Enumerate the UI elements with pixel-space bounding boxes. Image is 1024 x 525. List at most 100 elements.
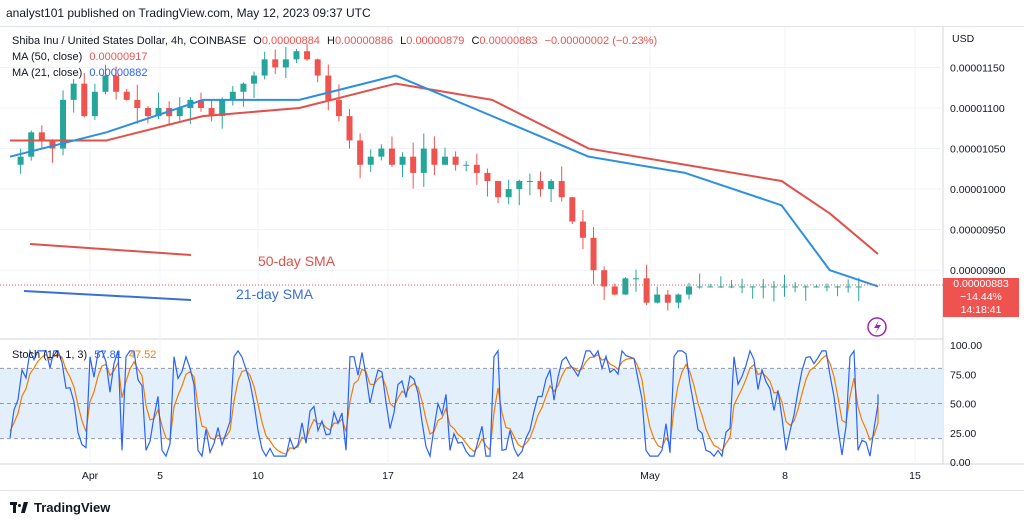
time-tick-label: 5 xyxy=(157,470,163,482)
price-tick-label: 0.00001000 xyxy=(950,184,1006,196)
stoch-band xyxy=(0,367,943,440)
currency-label: USD xyxy=(952,33,975,45)
candle-body xyxy=(28,132,35,157)
candle-body xyxy=(123,91,130,100)
ohlc-legend: Shiba Inu / United States Dollar, 4h, CO… xyxy=(12,35,661,47)
candle-body xyxy=(717,286,724,288)
stoch-k-value: 57.81 xyxy=(94,349,122,361)
footer-bar: TradingView xyxy=(0,491,1024,525)
time-tick-label: 10 xyxy=(252,470,264,482)
header-bar: analyst101 published on TradingView.com,… xyxy=(0,0,1024,27)
candle-body xyxy=(505,189,512,198)
candle-body xyxy=(484,172,491,181)
candle-body xyxy=(293,51,300,60)
candle-body xyxy=(272,59,279,68)
candle-body xyxy=(452,156,459,165)
ma50-label: MA (50, close) xyxy=(12,51,83,63)
candle-body xyxy=(516,181,523,190)
candle-body xyxy=(442,156,448,165)
candle-body xyxy=(823,286,830,288)
ma50-legend[interactable]: MA (50, close) 0.00000917 xyxy=(12,51,152,63)
candle-body xyxy=(643,278,650,303)
candle-body xyxy=(410,156,417,173)
stoch-k-line xyxy=(9,348,879,459)
candle-body xyxy=(473,164,480,173)
candle-body xyxy=(537,181,544,190)
candle-body xyxy=(728,286,735,288)
candle-body xyxy=(749,286,756,288)
candle-body xyxy=(208,108,215,117)
candle-body xyxy=(686,286,693,295)
ma21-value: 0.00000882 xyxy=(89,67,148,79)
ma21-line xyxy=(9,74,879,288)
ma21-legend[interactable]: MA (21, close) 0.00000882 xyxy=(12,67,152,79)
time-tick-label: 17 xyxy=(382,470,394,482)
chart-canvas[interactable]: 50-day SMA 21-day SMA 0.000011500.000011… xyxy=(0,27,1024,490)
candle-body xyxy=(282,59,289,68)
lightning-icon[interactable] xyxy=(867,317,887,337)
candle-body xyxy=(420,148,427,173)
candle-body xyxy=(219,99,226,117)
stoch-axis-labels: 100.00 75.00 50.00 25.00 0.00 xyxy=(950,340,982,469)
candle-body xyxy=(590,237,597,271)
stoch-d-value: 47.52 xyxy=(128,349,157,361)
stoch-d-line xyxy=(9,353,879,455)
candle-body xyxy=(91,91,98,117)
candle-body xyxy=(304,51,311,60)
countdown-tag: 14:18:41 xyxy=(943,304,1019,317)
l-value: 0.00000879 xyxy=(406,35,465,47)
candle-body xyxy=(325,75,332,100)
candle-body xyxy=(601,270,608,287)
candle-body xyxy=(102,75,109,92)
candle-body xyxy=(176,108,183,117)
stoch-legend[interactable]: Stoch (14, 1, 3) 57.81 47.52 xyxy=(12,349,160,361)
candle-body xyxy=(155,108,162,117)
symbol-name[interactable]: Shiba Inu / United States Dollar, 4h, CO… xyxy=(12,35,247,47)
brand-name: TradingView xyxy=(34,500,111,515)
candle-body xyxy=(378,148,385,157)
sma50-annotation: 50-day SMA xyxy=(258,253,336,269)
stoch-tick-label: 25.00 xyxy=(950,428,976,440)
candle-body xyxy=(113,75,120,92)
price-tick-label: 0.00001050 xyxy=(950,144,1006,156)
candle-body xyxy=(357,140,364,165)
candle-body xyxy=(548,181,555,190)
moving-averages xyxy=(9,74,879,288)
price-tick-label: 0.00001150 xyxy=(950,62,1005,74)
candle-body xyxy=(696,286,703,288)
sma21-sample-line xyxy=(23,290,192,301)
last-change-tag: −14.44% xyxy=(943,291,1019,304)
candles xyxy=(17,43,862,311)
candle-body xyxy=(335,99,342,117)
candle-body xyxy=(60,99,67,149)
price-tick-label: 0.00000900 xyxy=(950,265,1006,277)
candle-body xyxy=(760,286,767,288)
price-axis-labels: 0.00001150 0.00001100 0.00001050 0.00001000… xyxy=(950,62,1006,277)
chart-frame[interactable]: 50-day SMA 21-day SMA 0.00001150 0.000011… xyxy=(0,27,1024,491)
time-tick-label: 15 xyxy=(909,470,921,482)
candle-body xyxy=(770,286,777,288)
time-axis-labels: Apr 5 10 17 24 May 8 15 xyxy=(82,470,921,482)
candle-body xyxy=(346,116,353,141)
o-value: 0.00000884 xyxy=(261,35,320,47)
h-value: 0.00000886 xyxy=(334,35,394,47)
c-value: 0.00000883 xyxy=(479,35,538,47)
change-value: −0.00000002 (−0.23%) xyxy=(544,35,658,47)
tradingview-logo[interactable]: TradingView xyxy=(10,500,110,515)
time-tick-label: May xyxy=(640,470,661,482)
published-info: analyst101 published on TradingView.com,… xyxy=(6,6,371,20)
o-label: O xyxy=(253,35,262,47)
candle-body xyxy=(792,286,799,288)
last-price-tag: 0.00000883 xyxy=(943,278,1019,291)
candle-body xyxy=(855,286,862,288)
stoch-label: Stoch (14, 1, 3) xyxy=(12,349,88,361)
candle-body xyxy=(675,294,682,303)
c-label: C xyxy=(471,35,480,47)
candle-body xyxy=(17,156,24,165)
tradingview-logo-icon xyxy=(10,502,28,513)
candle-body xyxy=(399,156,406,165)
candle-body xyxy=(388,148,395,165)
time-tick-label: 24 xyxy=(512,470,524,482)
candle-body xyxy=(81,83,88,117)
candle-body xyxy=(49,140,56,149)
